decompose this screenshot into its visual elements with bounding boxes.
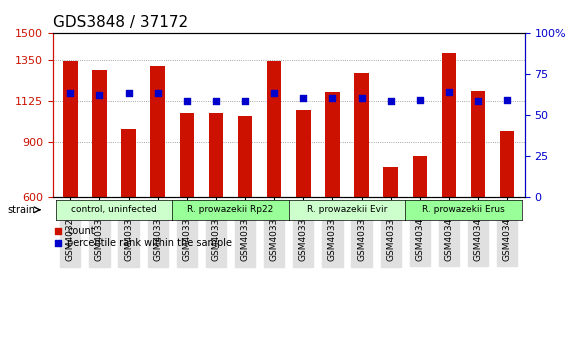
Text: R. prowazekii Evir: R. prowazekii Evir	[307, 205, 387, 214]
Point	[211, 99, 221, 104]
Bar	[150, 66, 165, 306]
Text: strain: strain	[8, 205, 35, 215]
Text: percentile rank within the sample: percentile rank within the sample	[67, 238, 232, 248]
Point	[95, 92, 104, 98]
Bar	[238, 116, 252, 306]
Bar	[471, 91, 485, 306]
Bar	[296, 110, 311, 306]
Point	[415, 97, 425, 103]
Point	[241, 99, 250, 104]
Point	[474, 99, 483, 104]
Point	[270, 90, 279, 96]
Point	[182, 99, 192, 104]
Bar	[383, 167, 398, 306]
Text: count: count	[67, 225, 95, 235]
Bar	[180, 113, 194, 306]
Text: R. prowazekii Rp22: R. prowazekii Rp22	[188, 205, 274, 214]
Point	[386, 99, 395, 104]
Point	[357, 95, 366, 101]
Bar	[209, 113, 223, 306]
Text: R. prowazekii Erus: R. prowazekii Erus	[422, 205, 505, 214]
Bar	[121, 129, 136, 306]
Point	[444, 89, 454, 95]
Point	[124, 90, 133, 96]
Bar	[267, 61, 281, 306]
Bar	[442, 53, 456, 306]
Bar	[63, 61, 78, 306]
Text: control, uninfected: control, uninfected	[71, 205, 157, 214]
Point	[153, 90, 162, 96]
Point	[503, 97, 512, 103]
Point	[299, 95, 308, 101]
Point	[66, 90, 75, 96]
Point	[327, 188, 336, 193]
Bar	[92, 70, 107, 306]
Bar	[500, 131, 514, 306]
Point	[328, 95, 337, 101]
Text: GDS3848 / 37172: GDS3848 / 37172	[53, 15, 188, 30]
Point	[327, 75, 336, 81]
Bar	[325, 92, 340, 306]
Bar	[413, 156, 427, 306]
Bar	[354, 73, 369, 306]
